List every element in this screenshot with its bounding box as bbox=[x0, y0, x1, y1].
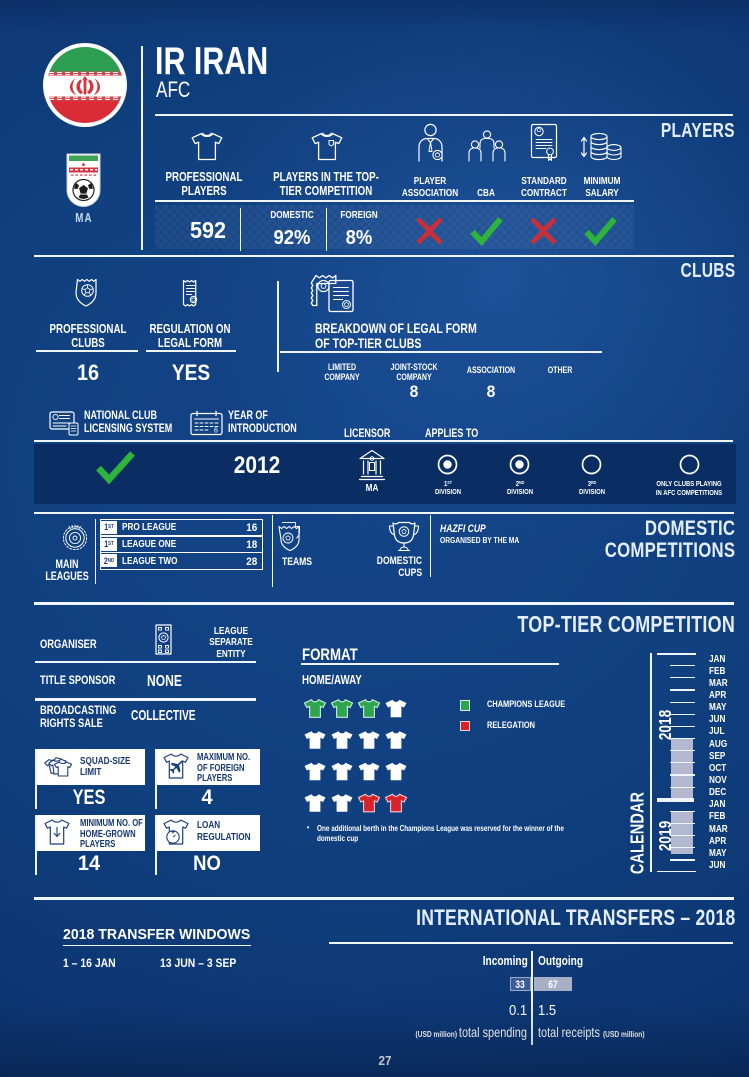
svg-text:6: 6 bbox=[214, 428, 218, 435]
